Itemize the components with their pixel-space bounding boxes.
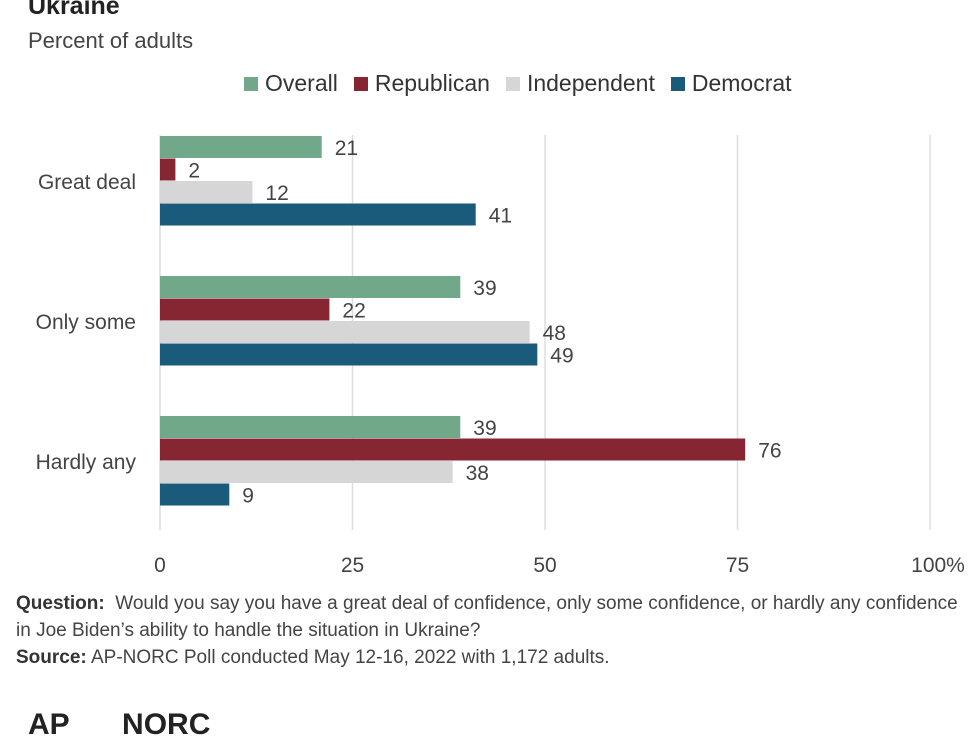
category-label-only-some: Only some [36, 311, 136, 334]
bar-great-deal-republican [160, 158, 176, 181]
data-label-great-deal-overall: 21 [335, 137, 358, 160]
category-label-hardly-any: Hardly any [36, 451, 137, 474]
bar-great-deal-democrat [160, 203, 476, 226]
question-text: Would you say you have a great deal of c… [16, 593, 958, 641]
legend-label-overall: Overall [265, 70, 338, 96]
source-label: Source: [16, 647, 87, 668]
chart-title: Ukraine [28, 0, 120, 20]
chart-subtitle: Percent of adults [28, 28, 194, 53]
bar-great-deal-overall [160, 136, 322, 158]
norc-logo: NORC [122, 708, 211, 741]
bar-hardly-any-republican [160, 438, 746, 461]
source-text: AP-NORC Poll conducted May 12-16, 2022 w… [90, 647, 610, 668]
data-label-great-deal-independent: 12 [265, 182, 288, 205]
legend-label-democrat: Democrat [691, 70, 792, 96]
ap-logo: AP [28, 708, 70, 741]
bar-only-some-overall [160, 276, 461, 298]
legend-label-republican: Republican [374, 70, 490, 96]
source-note: Source: AP-NORC Poll conducted May 12-16… [16, 644, 966, 671]
data-label-hardly-any-independent: 38 [466, 462, 489, 485]
legend-swatch-democrat [670, 76, 685, 91]
chart-notes: Question: Would you say you have a great… [16, 590, 966, 671]
legend-item-republican: Republican [353, 70, 490, 97]
bar-hardly-any-overall [160, 416, 461, 438]
x-tick-label-1: 25 [341, 554, 364, 577]
x-tick-label-3: 75 [726, 554, 749, 577]
bar-only-some-independent [160, 321, 530, 343]
bar-only-some-democrat [160, 343, 538, 366]
data-label-only-some-overall: 39 [473, 277, 496, 300]
legend-item-democrat: Democrat [670, 70, 792, 97]
legend-swatch-overall [244, 76, 258, 91]
data-label-hardly-any-overall: 39 [473, 417, 496, 440]
data-label-hardly-any-democrat: 9 [242, 485, 254, 508]
bar-hardly-any-democrat [160, 483, 230, 506]
logos: AP NORC [28, 708, 254, 742]
chart-legend: Overall Republican Independent Democrat [244, 70, 808, 97]
category-label-great-deal: Great deal [38, 171, 136, 194]
question-label: Question: [16, 593, 105, 614]
data-label-great-deal-democrat: 41 [489, 205, 512, 228]
legend-label-independent: Independent [526, 70, 655, 96]
legend-item-independent: Independent [505, 70, 655, 97]
legend-item-overall: Overall [244, 70, 338, 97]
data-label-only-some-democrat: 49 [550, 345, 573, 368]
legend-swatch-republican [353, 76, 368, 91]
x-tick-label-0: 0 [154, 554, 166, 577]
data-label-only-some-republican: 22 [342, 300, 365, 323]
bar-chart: 0 25 50 75 100% Great deal 21 2 12 41 Only some 39 2… [36, 135, 965, 577]
question-note: Question: Would you say you have a great… [16, 590, 966, 644]
x-tick-label-2: 50 [533, 554, 556, 577]
data-label-only-some-independent: 48 [543, 322, 566, 345]
bar-only-some-republican [160, 298, 330, 321]
data-label-great-deal-republican: 2 [188, 160, 200, 183]
legend-swatch-independent [505, 76, 520, 91]
bar-hardly-any-independent [160, 461, 453, 483]
data-label-hardly-any-republican: 76 [758, 440, 781, 463]
x-tick-label-4: 100% [911, 554, 965, 577]
bar-great-deal-independent [160, 181, 253, 203]
